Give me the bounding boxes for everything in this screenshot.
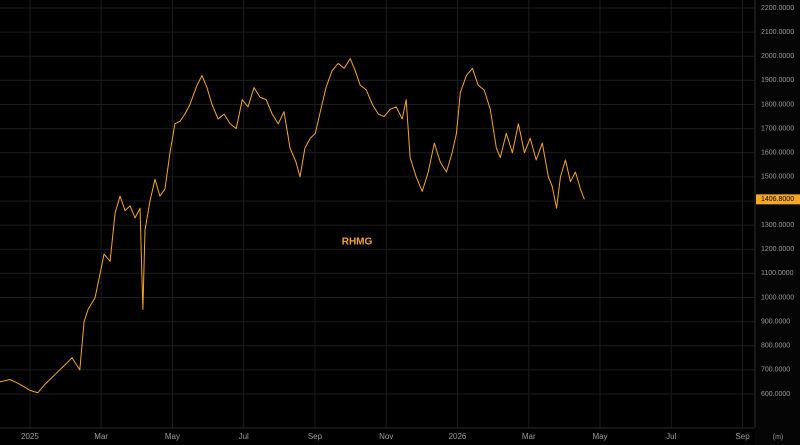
y-tick-label: 1800.0000 [761, 101, 794, 108]
y-tick-label: 1500.0000 [761, 174, 794, 181]
y-axis-panel [755, 0, 800, 445]
x-tick-label: May [165, 432, 180, 441]
last-price-label: 1406.8000 [761, 196, 794, 203]
y-tick-label: 1000.0000 [761, 294, 794, 301]
y-tick-label: 1600.0000 [761, 150, 794, 157]
x-tick-label: 2026 [449, 432, 467, 441]
y-tick-label: 600.0000 [761, 391, 790, 398]
price-line [0, 58, 585, 394]
x-tick-label: Mar [94, 432, 108, 441]
y-tick-label: 900.0000 [761, 318, 790, 325]
y-tick-label: 1700.0000 [761, 125, 794, 132]
x-tick-label: Sep [735, 432, 750, 441]
x-tick-label: Nov [379, 432, 393, 441]
y-tick-label: 2000.0000 [761, 53, 794, 60]
y-tick-label: 1300.0000 [761, 222, 794, 229]
y-tick-label: 2100.0000 [761, 29, 794, 36]
x-tick-label: Mar [522, 432, 536, 441]
y-tick-label: 800.0000 [761, 343, 790, 350]
x-tick-label: Jul [666, 432, 676, 441]
y-tick-label: 700.0000 [761, 367, 790, 374]
x-tick-label: Jul [239, 432, 249, 441]
y-tick-label: 2200.0000 [761, 5, 794, 12]
x-tick-label: 2025 [21, 432, 39, 441]
y-tick-label: 1200.0000 [761, 246, 794, 253]
y-tick-label: 1900.0000 [761, 77, 794, 84]
grid [0, 0, 755, 428]
last-price-marker [756, 194, 800, 205]
settings-button[interactable]: (m) [773, 434, 784, 441]
series-label: RHMG [342, 237, 373, 248]
y-tick-label: 1100.0000 [761, 270, 794, 277]
x-tick-label: May [592, 432, 607, 441]
x-tick-label: Sep [308, 432, 323, 441]
